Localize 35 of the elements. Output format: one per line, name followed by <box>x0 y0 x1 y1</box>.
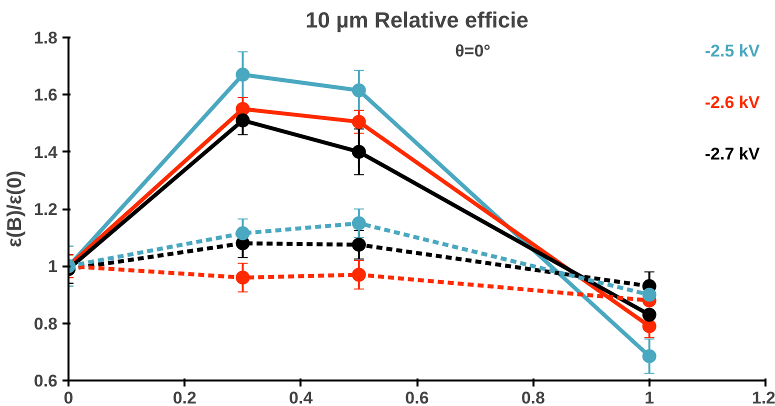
x-tick-label: 1.2 <box>752 388 775 406</box>
point <box>642 319 656 334</box>
point <box>236 102 250 116</box>
point <box>352 268 366 282</box>
point <box>642 308 656 322</box>
point <box>236 113 250 128</box>
point <box>236 226 250 240</box>
point <box>352 114 366 129</box>
y-tick-label: 0.6 <box>34 372 58 390</box>
x-tick-label: 0.2 <box>172 388 196 406</box>
chart-title: 10 µm Relative efficie <box>305 8 529 32</box>
y-tick-label: 0.8 <box>34 314 58 334</box>
point <box>236 68 250 82</box>
y-tick-label: 1.2 <box>34 200 58 219</box>
point <box>642 288 656 302</box>
y-tick-label: 1 <box>48 257 58 276</box>
point <box>642 349 656 364</box>
y-axis-title: ε(B)/ε(0) <box>4 170 26 248</box>
y-tick-label: 1.6 <box>34 86 58 105</box>
text: -2.7 kV <box>704 144 760 164</box>
text: -2.6 kV <box>704 93 760 112</box>
x-tick-label: 0.4 <box>289 388 314 406</box>
point <box>352 216 366 230</box>
x-tick-label: 0.8 <box>521 388 545 406</box>
annotation: θ=0° <box>455 42 491 61</box>
x-tick-label: 0.6 <box>405 388 429 406</box>
point <box>352 238 366 252</box>
y-tick-label: 1.8 <box>34 28 58 48</box>
y-tick-label: 1.4 <box>34 142 58 162</box>
text: -2.5 kV <box>704 42 760 61</box>
point <box>236 270 250 285</box>
point <box>352 144 366 159</box>
x-tick-label: 0 <box>64 388 74 406</box>
point <box>352 83 366 98</box>
x-tick-label: 1 <box>644 388 654 406</box>
